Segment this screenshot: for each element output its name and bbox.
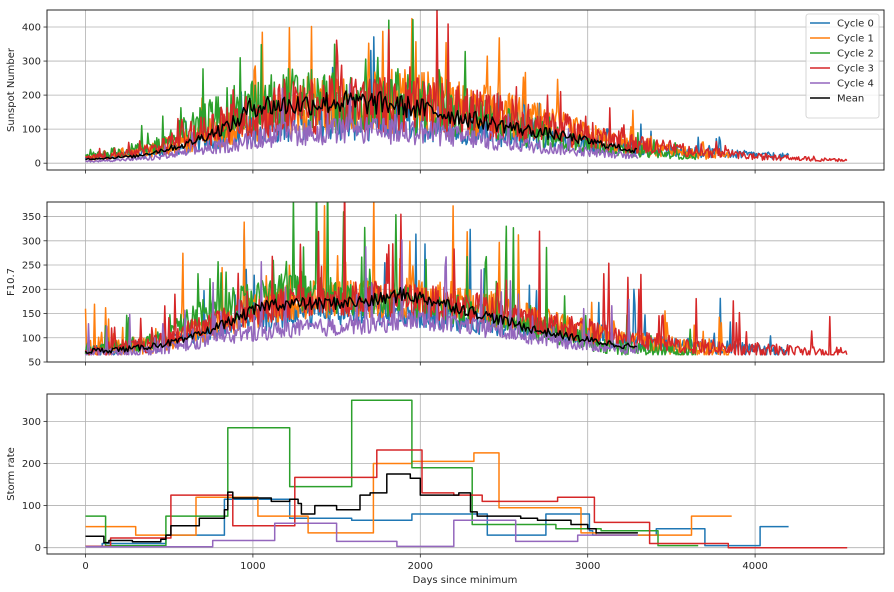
y-tick-label: 300 xyxy=(22,57,41,68)
legend-label: Cycle 2 xyxy=(837,49,874,60)
x-tick-label: 0 xyxy=(82,561,88,572)
gridlines xyxy=(47,10,884,170)
ticks: 50 100 150 200 250 300 350 xyxy=(22,212,756,369)
legend-box xyxy=(805,13,880,119)
legend-label: Cycle 1 xyxy=(837,34,874,45)
series-mean xyxy=(85,473,638,544)
legend-label: Cycle 3 xyxy=(837,64,874,75)
series-group xyxy=(84,202,848,356)
x-tick-label: 3000 xyxy=(575,561,600,572)
y-tick-label: 300 xyxy=(22,236,41,247)
x-axis-label: Days since minimum xyxy=(413,575,518,586)
panel-storm-rate: 0 1000 2000 3000 4000 0 100 200 300 Storm rate xyxy=(6,393,885,572)
y-tick-label: 200 xyxy=(22,91,41,102)
series-cycle-2 xyxy=(84,18,697,161)
y-tick-label: 250 xyxy=(22,261,41,272)
axes-frame xyxy=(46,9,885,171)
axes-frame xyxy=(46,201,885,363)
y-tick-label: 350 xyxy=(22,212,41,223)
x-tick-label: 2000 xyxy=(408,561,433,572)
y-tick-label: 400 xyxy=(22,23,41,34)
x-tick-label: 1000 xyxy=(240,561,265,572)
legend-label: Cycle 0 xyxy=(837,19,874,30)
series-mean xyxy=(84,286,638,355)
series-cycle-2 xyxy=(85,399,699,547)
ticks: 0 1000 2000 3000 4000 0 100 200 300 xyxy=(22,417,768,572)
panel-sunspot-number: 0 100 200 300 400 Sunspot Number xyxy=(6,9,885,174)
y-tick-label: 100 xyxy=(22,501,41,512)
y-axis-label: F10.7 xyxy=(6,268,17,296)
x-tick-label: 4000 xyxy=(742,561,767,572)
y-tick-label: 100 xyxy=(22,125,41,136)
series-group xyxy=(84,10,848,163)
series-cycle-3 xyxy=(85,449,848,549)
y-tick-label: 100 xyxy=(22,333,41,344)
series-cycle-3 xyxy=(84,10,848,163)
y-tick-label: 50 xyxy=(28,358,41,369)
series-group xyxy=(85,399,848,549)
series-mean xyxy=(85,90,638,161)
ticks: 0 100 200 300 400 xyxy=(22,23,756,174)
axes-frame xyxy=(46,393,885,555)
legend: Cycle 0 Cycle 1 Cycle 2 Cycle 3 Cycle 4 Mean xyxy=(805,13,880,119)
series-cycle-4 xyxy=(85,519,638,548)
y-tick-label: 150 xyxy=(22,309,41,320)
y-tick-label: 0 xyxy=(35,159,41,170)
legend-label: Mean xyxy=(837,94,864,105)
y-tick-label: 200 xyxy=(22,459,41,470)
series-cycle-4 xyxy=(85,239,639,356)
y-tick-label: 200 xyxy=(22,285,41,296)
series-cycle-4 xyxy=(85,83,639,163)
legend-label: Cycle 4 xyxy=(837,79,874,90)
y-tick-label: 0 xyxy=(35,543,41,554)
y-axis-label: Storm rate xyxy=(6,447,17,501)
y-axis-label: Sunspot Number xyxy=(6,47,17,132)
y-tick-label: 300 xyxy=(22,417,41,428)
panel-f107: 50 100 150 200 250 300 350 F10.7 xyxy=(6,201,885,369)
